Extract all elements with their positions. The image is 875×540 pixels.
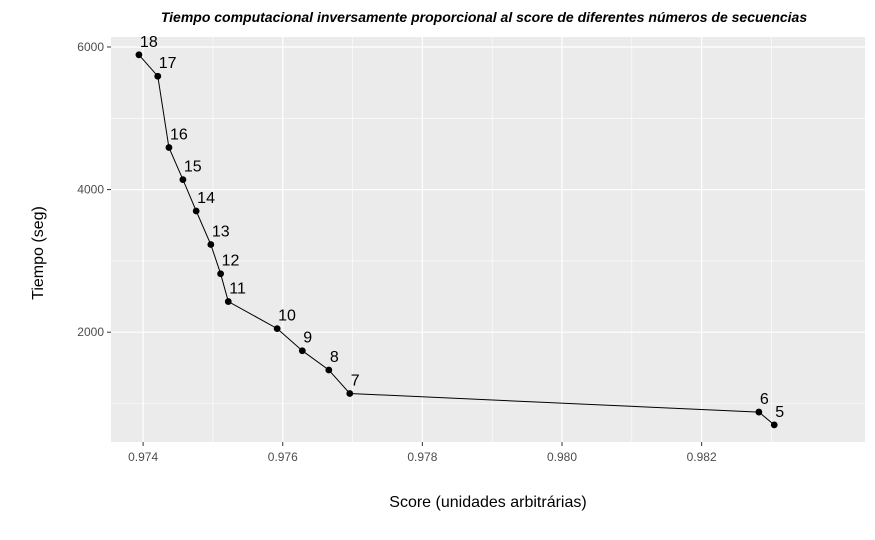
data-point — [217, 270, 225, 278]
y-tick-label: 4000 — [77, 183, 104, 197]
x-tick-label: 0.978 — [407, 450, 437, 464]
grid-major — [111, 37, 865, 442]
data-label: 14 — [197, 190, 215, 207]
x-tick-label: 0.974 — [128, 450, 158, 464]
y-tick-label: 6000 — [77, 40, 104, 54]
data-point — [346, 390, 354, 397]
data-label: 13 — [212, 223, 230, 240]
grid-minor — [111, 37, 865, 442]
y-axis-title: Tiempo (seg) — [30, 206, 47, 300]
data-point — [770, 421, 778, 429]
x-axis-title: Score (unidades arbitrárias) — [389, 494, 586, 511]
series-line — [138, 54, 775, 426]
data-point — [154, 72, 162, 80]
data-point — [207, 241, 215, 248]
chart-title: Tiempo computacional inversamente propor… — [161, 9, 807, 25]
data-label: 8 — [330, 349, 339, 366]
data-label: 6 — [760, 391, 769, 408]
data-point — [224, 298, 232, 305]
x-tick-label: 0.980 — [547, 450, 577, 464]
data-point — [325, 366, 333, 374]
data-point — [192, 207, 200, 215]
data-label: 5 — [775, 404, 784, 421]
data-label: 18 — [140, 34, 158, 51]
data-label: 17 — [159, 55, 177, 72]
y-axis: 2000 4000 6000 — [77, 40, 111, 339]
data-label: 10 — [278, 308, 296, 325]
x-tick-label: 0.982 — [687, 450, 717, 464]
data-label: 15 — [184, 159, 202, 176]
data-points — [135, 51, 778, 429]
data-point — [298, 347, 306, 355]
plot-panel — [111, 37, 865, 442]
data-label: 12 — [222, 253, 240, 270]
data-point — [755, 408, 763, 416]
data-point — [165, 144, 173, 151]
y-tick-label: 2000 — [77, 325, 104, 339]
data-label: 11 — [229, 281, 246, 298]
data-label: 7 — [351, 373, 360, 390]
data-label: 16 — [170, 127, 188, 144]
x-tick-label: 0.976 — [268, 450, 298, 464]
data-point — [135, 51, 143, 59]
data-point — [273, 325, 281, 333]
data-point — [179, 176, 187, 184]
x-axis: 0.974 0.976 0.978 0.980 0.982 — [128, 442, 717, 464]
data-label: 9 — [303, 330, 312, 347]
